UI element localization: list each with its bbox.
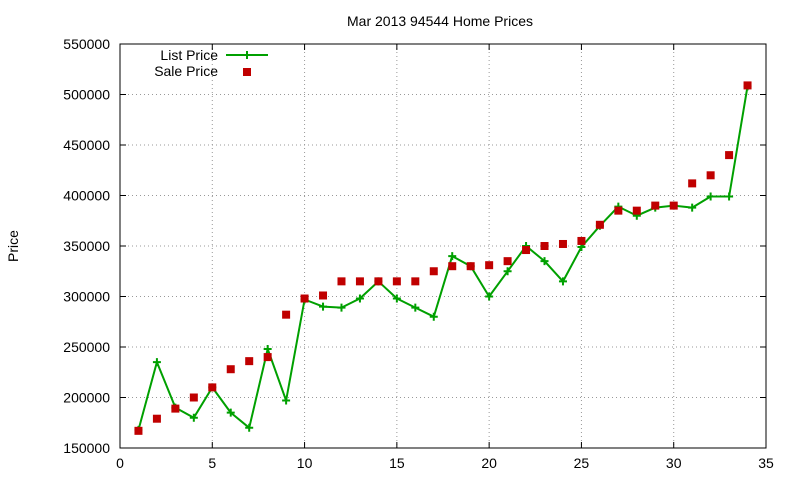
sale-price-point: [669, 201, 678, 210]
y-tick-label: 400000: [63, 188, 110, 204]
x-tick-label: 0: [116, 455, 124, 471]
sale-price-point: [706, 171, 715, 180]
sale-price-point: [189, 393, 198, 402]
sale-price-point: [595, 220, 604, 229]
chart-legend: List Price Sale Price: [154, 47, 268, 79]
y-tick-label: 450000: [63, 137, 110, 153]
legend-marker-list-price: [243, 51, 251, 59]
x-tick-label: 20: [481, 455, 497, 471]
list-price-point: [411, 303, 420, 312]
list-price-point: [485, 292, 494, 301]
sale-price-point: [466, 262, 475, 271]
sale-price-point: [522, 246, 531, 255]
data-layer: [134, 81, 752, 435]
legend-marker-sale-price: [243, 68, 251, 76]
x-tick-label: 25: [574, 455, 590, 471]
sale-price-point: [485, 261, 494, 270]
chart-title: Mar 2013 94544 Home Prices: [347, 13, 533, 29]
list-price-point: [226, 408, 235, 417]
x-tick-label: 5: [208, 455, 216, 471]
legend-label-sale-price: Sale Price: [154, 63, 218, 79]
sale-price-point: [282, 310, 291, 319]
sale-price-point: [651, 201, 660, 210]
y-tick-label: 300000: [63, 289, 110, 305]
list-price-line: [137, 86, 749, 431]
plot-frame: [119, 43, 767, 449]
x-tick-label: 15: [389, 455, 405, 471]
sale-price-point: [577, 236, 586, 245]
sale-price-point: [743, 81, 752, 90]
sale-price-point: [263, 353, 272, 362]
grid-lines: [120, 44, 766, 448]
list-price-point: [448, 252, 457, 261]
list-price-point: [725, 192, 734, 201]
y-axis-label: Price: [5, 230, 21, 262]
list-price-point: [245, 423, 254, 432]
list-price-point: [706, 192, 715, 201]
x-tick-label: 10: [297, 455, 313, 471]
y-tick-label: 200000: [63, 390, 110, 406]
sale-price-point: [245, 357, 254, 366]
sale-price-point: [688, 179, 697, 188]
list-price-point: [392, 294, 401, 303]
sale-price-point: [319, 291, 328, 300]
sale-price-point: [337, 277, 346, 286]
sale-price-point: [411, 277, 420, 286]
x-tick-label: 35: [758, 455, 774, 471]
x-tick-label: 30: [666, 455, 682, 471]
sale-price-point: [355, 277, 364, 286]
sale-price-point: [614, 206, 623, 215]
list-price-point: [355, 294, 364, 303]
list-price-point: [688, 203, 697, 212]
sale-price-point: [392, 277, 401, 286]
sale-price-point: [503, 257, 512, 266]
sale-price-point: [300, 294, 309, 303]
list-price-point: [189, 413, 198, 422]
y-tick-label: 350000: [63, 238, 110, 254]
sale-price-point: [540, 242, 549, 250]
y-tick-label: 150000: [63, 440, 110, 456]
list-price-point: [152, 358, 161, 367]
sale-price-point: [208, 383, 217, 392]
sale-price-point: [632, 206, 641, 215]
sale-price-point: [152, 414, 161, 423]
list-price-point: [319, 302, 328, 311]
list-price-point: [429, 312, 438, 321]
sale-price-point: [725, 151, 734, 160]
y-tick-label: 500000: [63, 87, 110, 103]
sale-price-point: [226, 365, 235, 374]
sale-price-point: [558, 239, 567, 248]
list-price-point: [282, 396, 291, 405]
sale-price-point: [429, 267, 438, 276]
list-price-point: [558, 277, 567, 286]
list-price-point: [337, 303, 346, 312]
sale-price-point: [134, 426, 143, 435]
sale-price-point: [448, 262, 457, 271]
list-price-point: [503, 267, 512, 276]
axis-ticks: 150000 200000 250000 300000 350000 400000 4500…: [63, 36, 774, 471]
list-price-point: [263, 345, 272, 354]
y-tick-label: 550000: [63, 36, 110, 52]
y-tick-label: 250000: [63, 339, 110, 355]
legend-label-list-price: List Price: [160, 47, 218, 63]
sale-price-point: [374, 277, 383, 286]
sale-price-point: [171, 404, 180, 413]
list-price-point: [540, 257, 549, 266]
